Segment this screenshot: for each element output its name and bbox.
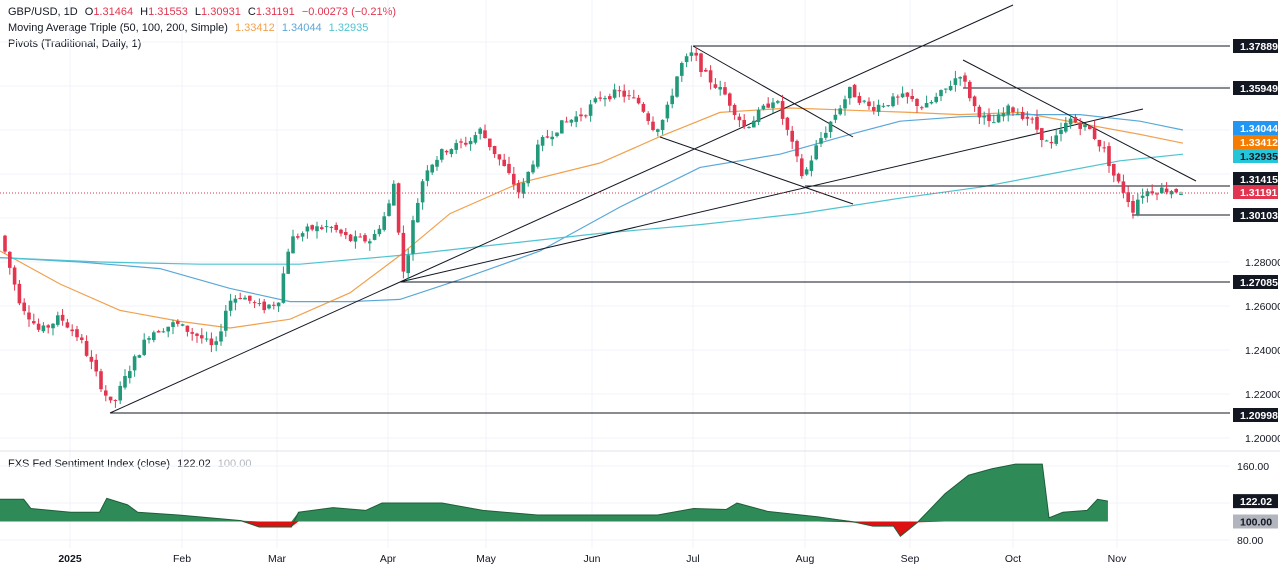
svg-text:1.20998: 1.20998 [1240,410,1278,422]
ma200-value: 1.32935 [328,22,369,34]
svg-text:122.02: 122.02 [1240,496,1272,508]
svg-text:100.00: 100.00 [1240,517,1272,529]
svg-text:Apr: Apr [380,553,397,565]
price-axis[interactable]: 1.20000 1.22000 1.24000 1.26000 1.28000 1.378… [1233,39,1280,547]
svg-text:Jul: Jul [686,553,699,565]
svg-text:Nov: Nov [1108,553,1127,565]
svg-text:2025: 2025 [58,553,82,565]
trendlines [109,4,1230,414]
svg-text:May: May [476,553,497,565]
legend-pivots-row: Pivots (Traditional, Daily, 1) [8,38,145,50]
svg-text:1.31415: 1.31415 [1240,174,1278,186]
svg-text:1.22000: 1.22000 [1245,389,1280,401]
svg-text:80.00: 80.00 [1237,535,1263,547]
svg-text:1.34044: 1.34044 [1240,123,1278,135]
time-axis[interactable]: 2025 Feb Mar Apr May Jun Jul Aug Sep Oct Nov [58,553,1127,565]
subpane-value: 122.02 [177,458,211,470]
svg-text:1.33412: 1.33412 [1240,137,1278,149]
high-value: 1.31553 [148,6,188,18]
svg-text:160.00: 160.00 [1237,461,1269,473]
moving-averages [0,107,1184,329]
open-value: 1.31464 [93,6,134,18]
low-value: 1.30931 [201,6,241,18]
svg-text:Jun: Jun [584,553,601,565]
open-label: O [84,6,94,18]
svg-text:Feb: Feb [173,553,191,565]
symbol-label: GBP/USD, 1D [8,6,78,18]
legend-symbol-row: GBP/USD, 1D O1.31464 H1.31553 L1.30931 C… [8,6,400,18]
close-label: C [247,6,256,18]
svg-text:Sep: Sep [901,553,920,565]
legend-ma-row: Moving Average Triple (50, 100, 200, Sim… [8,22,372,34]
ma50-value: 1.33412 [234,22,275,34]
svg-text:1.24000: 1.24000 [1245,345,1280,357]
candlesticks [3,45,1183,408]
grid-lines [0,0,1230,548]
low-label: L [194,6,202,18]
svg-text:1.30103: 1.30103 [1240,210,1278,222]
ma100-value: 1.34044 [281,22,322,34]
svg-text:Aug: Aug [796,553,815,565]
svg-text:1.31191: 1.31191 [1240,187,1278,199]
change-value: −0.00273 (−0.21%) [301,6,397,18]
subpane-baseline: 100.00 [217,458,252,470]
pivots-title: Pivots (Traditional, Daily, 1) [8,38,142,50]
svg-text:1.37889: 1.37889 [1240,41,1278,53]
ma-title: Moving Average Triple (50, 100, 200, Sim… [8,22,228,34]
svg-text:1.20000: 1.20000 [1245,433,1280,445]
close-value: 1.31191 [255,6,295,18]
subpane-title: FXS Fed Sentiment Index (close) [8,458,171,470]
svg-text:1.35949: 1.35949 [1240,83,1278,95]
svg-text:Oct: Oct [1005,553,1021,565]
svg-text:1.28000: 1.28000 [1245,257,1280,269]
legend-subpane-row: FXS Fed Sentiment Index (close) 122.02 1… [8,458,255,470]
svg-text:1.32935: 1.32935 [1240,151,1278,163]
sentiment-area [0,463,1109,538]
high-label: H [140,6,149,18]
svg-text:1.26000: 1.26000 [1245,301,1280,313]
svg-text:Mar: Mar [268,553,287,565]
svg-text:1.27085: 1.27085 [1240,277,1278,289]
